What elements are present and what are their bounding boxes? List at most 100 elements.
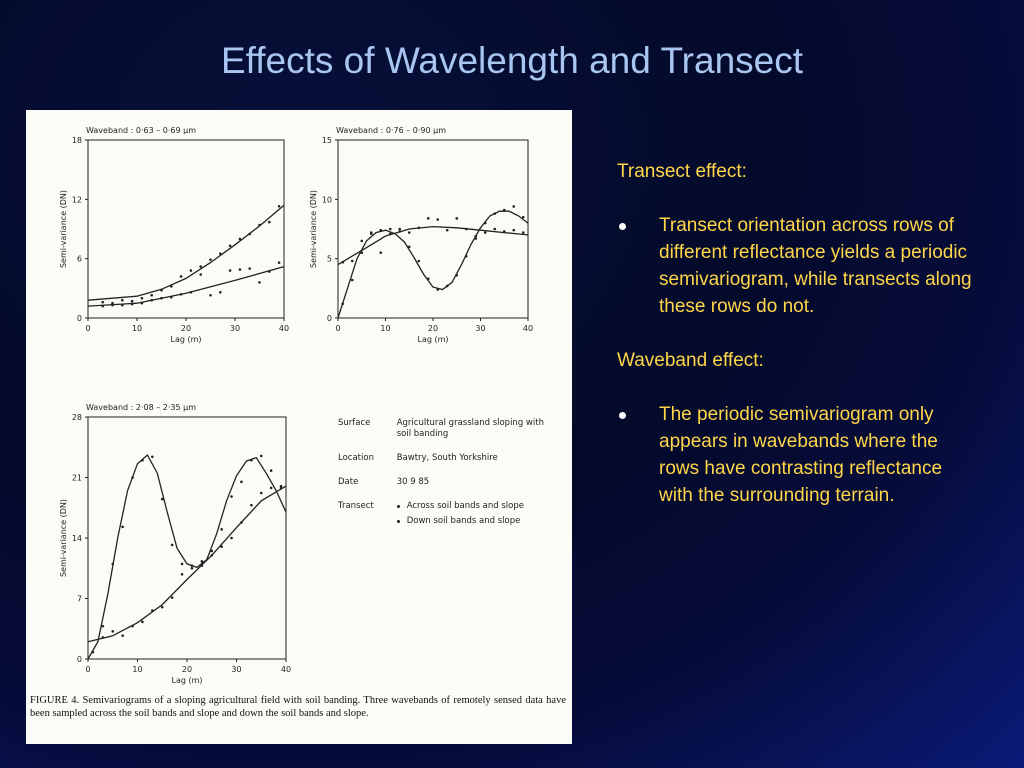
transect-effect-bullet: Transect orientation across rows of diff… bbox=[617, 212, 977, 320]
series-1-point bbox=[417, 259, 421, 263]
series-2-point bbox=[220, 545, 223, 548]
legend-across-marker bbox=[396, 505, 400, 508]
series-1-point bbox=[210, 549, 214, 553]
legend-location-value: Bawtry, South Yorkshire bbox=[396, 453, 498, 463]
series-1-point bbox=[258, 223, 261, 227]
series-2-point bbox=[369, 232, 373, 236]
x-tick-label: 40 bbox=[523, 324, 533, 333]
series-1-point bbox=[220, 528, 223, 531]
waveband-effect-text: The periodic semivariogram only appears … bbox=[659, 404, 943, 506]
series-1-point bbox=[379, 228, 383, 232]
series-1-point bbox=[268, 220, 271, 224]
series-2-point bbox=[248, 267, 251, 270]
series-1-point bbox=[240, 480, 243, 484]
figure-caption: FIGURE 4. Semivariograms of a sloping ag… bbox=[30, 695, 566, 719]
series-2-point bbox=[180, 573, 184, 576]
x-tick-label: 40 bbox=[279, 324, 289, 333]
legend-date-value: 30 9 85 bbox=[396, 477, 430, 487]
series-2-point bbox=[464, 227, 468, 231]
series-2-point bbox=[521, 231, 525, 234]
series-2-point bbox=[170, 295, 173, 299]
figure-legend: Surface Agricultural grassland sloping w… bbox=[338, 418, 558, 540]
series-1-point bbox=[170, 543, 174, 547]
transect-effect-heading: Transect effect: bbox=[617, 161, 747, 182]
series-2-point bbox=[189, 290, 193, 294]
series-1-curve bbox=[337, 210, 529, 319]
series-2-point bbox=[493, 227, 497, 231]
legend-location-label: Location bbox=[338, 453, 374, 463]
series-1-point bbox=[502, 208, 506, 212]
series-1-point bbox=[190, 566, 194, 570]
series-1-point bbox=[445, 284, 449, 288]
series-2-point bbox=[388, 227, 392, 231]
y-tick-label: 10 bbox=[322, 195, 332, 204]
legend-down: Down soil bands and slope bbox=[396, 516, 547, 527]
x-tick-label: 10 bbox=[380, 324, 390, 333]
series-2-point bbox=[170, 596, 174, 599]
series-2-point bbox=[219, 290, 222, 294]
series-2-curve bbox=[87, 265, 285, 307]
legend-transect-values: Across soil bands and slope Down soil ba… bbox=[396, 501, 547, 527]
series-2-point bbox=[398, 227, 402, 231]
series-2-point bbox=[230, 536, 233, 540]
x-tick-label: 20 bbox=[428, 324, 438, 333]
series-2-point bbox=[150, 298, 153, 302]
series-2-point bbox=[268, 270, 271, 273]
slide-title: Effects of Wavelength and Transect bbox=[220, 40, 804, 81]
series-2-point bbox=[436, 218, 440, 221]
semivariogram-figure: Waveband : 0·63 – 0·69 µm 0 10 20 30 40 0 6 12 18… bbox=[59, 126, 533, 685]
series-2-point bbox=[199, 273, 202, 276]
series-1-point bbox=[219, 252, 222, 256]
chart-title: Waveband : 2·08 – 2·35 µm bbox=[86, 403, 196, 412]
y-tick-label: 0 bbox=[77, 655, 82, 664]
series-1-point bbox=[250, 458, 253, 462]
series-1-point bbox=[521, 215, 525, 219]
legend-across-text: Across soil bands and slope bbox=[406, 501, 524, 511]
legend-surface: Surface Agricultural grassland sloping w… bbox=[338, 418, 558, 440]
y-tick-label: 5 bbox=[327, 255, 332, 264]
y-tick-label: 28 bbox=[72, 413, 82, 422]
series-2-point bbox=[417, 226, 421, 230]
series-2-point bbox=[190, 564, 194, 567]
legend-down-text: Down soil bands and slope bbox=[406, 516, 521, 526]
series-2-point bbox=[151, 609, 154, 612]
series-2-point bbox=[502, 230, 506, 233]
bullet-marker bbox=[619, 412, 626, 419]
legend-surface-value: Agricultural grassland sloping with soil… bbox=[396, 418, 544, 439]
transect-effect-text: Transect orientation across rows of diff… bbox=[659, 215, 972, 317]
y-tick-label: 0 bbox=[77, 314, 82, 323]
series-1-point bbox=[350, 278, 354, 282]
series-1-point bbox=[426, 277, 430, 281]
series-2-point bbox=[426, 217, 430, 220]
chart-title: Waveband : 0·63 – 0·69 µm bbox=[86, 126, 196, 135]
series-2-point bbox=[111, 630, 115, 633]
series-2-point bbox=[269, 486, 273, 490]
series-2-point bbox=[140, 301, 144, 305]
series-1-point bbox=[512, 205, 516, 208]
series-1-point bbox=[493, 212, 497, 215]
x-axis-label: Lag (m) bbox=[171, 676, 202, 685]
series-2-point bbox=[238, 268, 242, 271]
series-2-point bbox=[179, 292, 183, 296]
series-1-point bbox=[259, 454, 263, 458]
series-1-point bbox=[199, 265, 202, 268]
x-tick-label: 0 bbox=[85, 665, 90, 674]
series-1-point bbox=[436, 288, 440, 291]
series-2-point bbox=[341, 260, 345, 264]
series-1-point bbox=[230, 495, 233, 498]
series-1-curve bbox=[87, 453, 287, 660]
series-1-point bbox=[180, 562, 184, 566]
y-tick-label: 15 bbox=[322, 136, 332, 145]
waveband-effect-bullet: The periodic semivariogram only appears … bbox=[617, 401, 977, 509]
y-tick-label: 21 bbox=[72, 474, 82, 483]
chart-frame bbox=[337, 139, 529, 319]
y-tick-label: 0 bbox=[327, 314, 332, 323]
series-1-point bbox=[269, 469, 273, 472]
series-1-point bbox=[209, 258, 212, 261]
y-axis-label: Semi-variance (DN) bbox=[59, 190, 68, 268]
x-tick-label: 40 bbox=[281, 665, 291, 674]
x-tick-label: 10 bbox=[132, 324, 142, 333]
series-1-point bbox=[131, 476, 134, 479]
legend-surface-label: Surface bbox=[338, 418, 371, 428]
x-tick-label: 10 bbox=[132, 665, 142, 674]
